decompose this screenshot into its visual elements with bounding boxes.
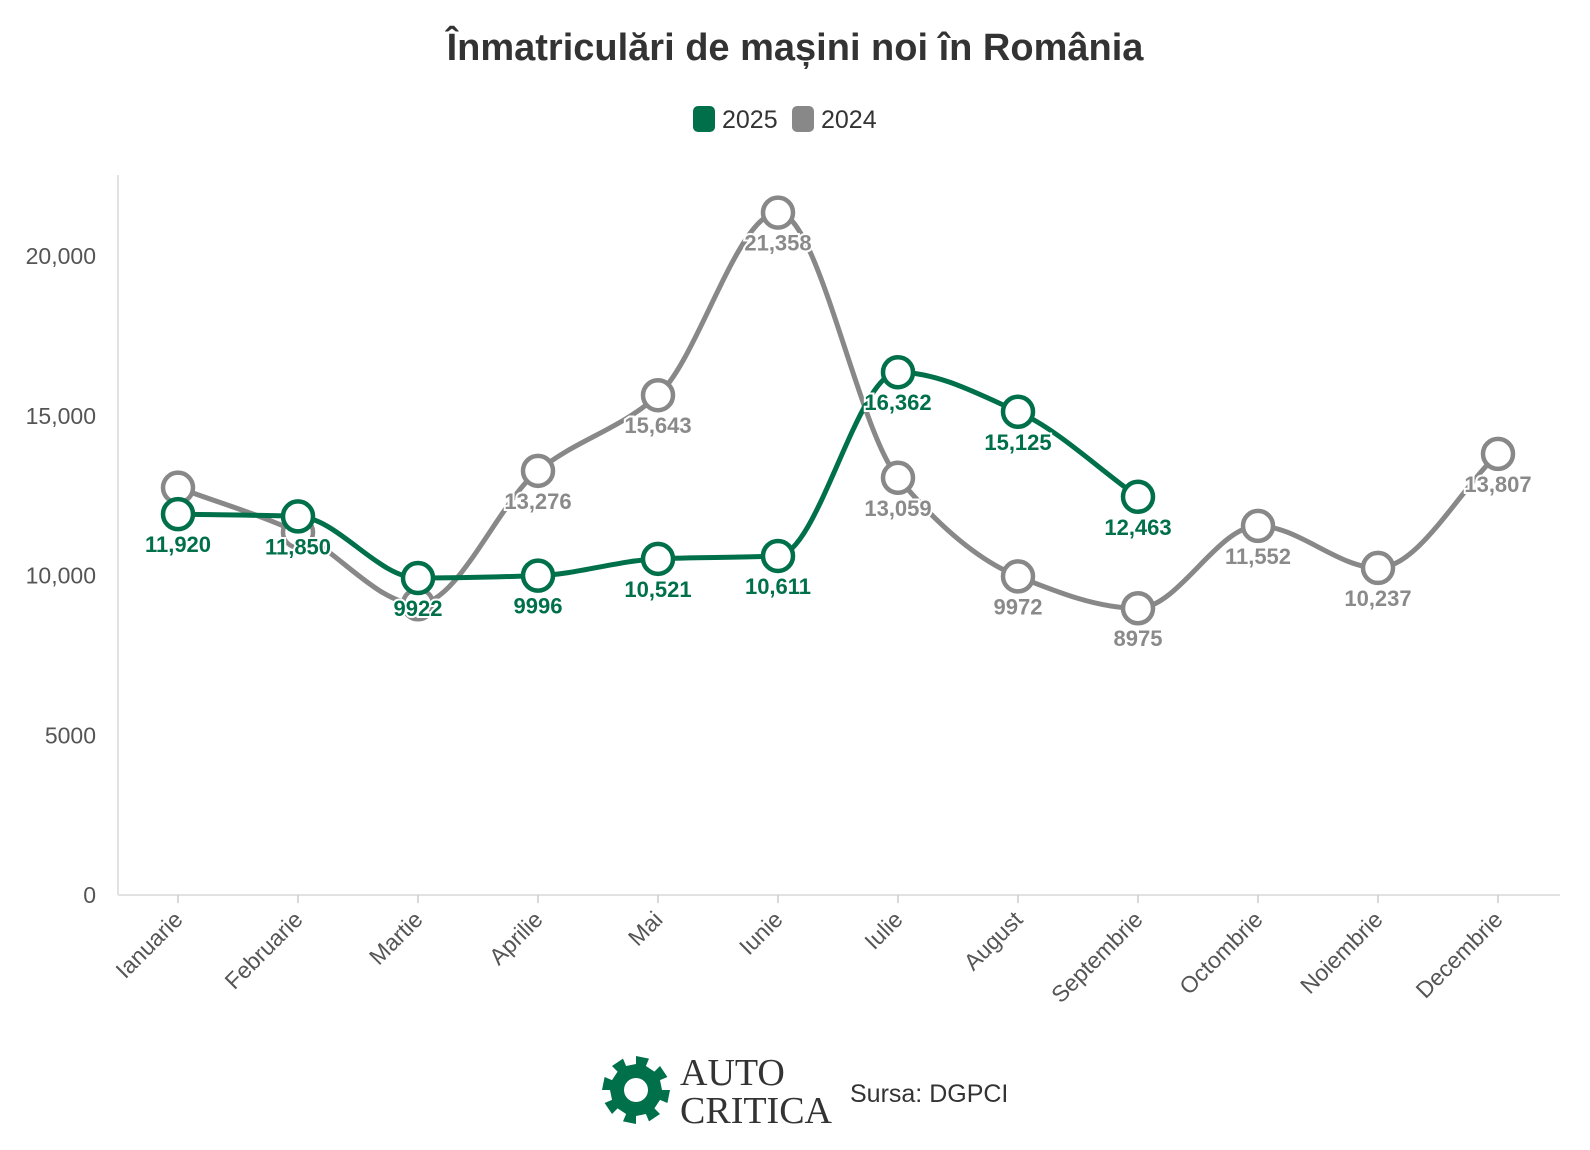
series-2025 [160,354,1156,596]
legend: 2025 2024 [693,106,877,134]
point-2024-octombrie [1240,508,1276,544]
series-line-2025 [175,369,1141,581]
gear-icon [602,1056,670,1124]
data-label-2025-septembrie: 12,463 [1104,515,1171,540]
y-tick-label: 10,000 [26,563,96,589]
point-2024-noiembrie [1360,550,1396,586]
data-label-2025-februarie: 11,850 [265,534,331,559]
point-2024-aprilie [520,453,556,489]
x-tick-label: Iulie [859,906,907,954]
x-tick-label: Octombrie [1174,906,1267,999]
series-line-2024 [175,210,1501,611]
point-2024-august [1000,559,1036,594]
point-2024-mai [640,377,676,413]
point-2025-ianuarie [160,496,196,532]
data-label-2025-august: 15,125 [984,430,1051,455]
legend-swatch-2025 [693,106,715,132]
point-2025-iunie [760,538,796,574]
y-tick-label: 15,000 [26,403,96,429]
data-label-2025-aprilie: 9996 [514,594,563,619]
point-2025-septembrie [1120,479,1156,515]
point-2025-august [1000,394,1036,430]
y-tick-label: 20,000 [26,243,96,269]
series-2024 [160,195,1516,626]
x-tick-label: August [959,906,1028,975]
data-labels: 13,276 15,643 21,358 13,059 9972 8975 11,552 10… [143,229,1534,654]
legend-label-2025: 2025 [722,106,778,134]
data-label-2025-iunie: 10,611 [745,574,811,599]
point-2025-mai [640,541,676,577]
brand-line1: AUTO [680,1052,785,1094]
point-2024-iulie [880,460,916,496]
x-tick-label: Ianuarie [110,906,187,983]
x-tick-label: Martie [364,906,428,970]
point-2025-aprilie [520,558,556,593]
x-tick-label: Aprilie [484,906,548,970]
point-2025-martie [400,560,436,596]
data-label-2025-iulie: 16,362 [864,390,931,415]
x-tick-label: Septembrie [1046,906,1148,1008]
data-label-2024-mai: 15,643 [624,413,691,438]
point-2025-iulie [880,354,916,390]
point-2024-iunie [760,195,796,230]
source-text: Sursa: DGPCI [850,1080,1008,1108]
x-tick-label: Iunie [734,906,788,960]
data-label-2025-martie: 9922 [394,596,443,621]
x-tick-label: Noiembrie [1295,906,1388,999]
point-2024-septembrie [1120,590,1156,626]
data-label-2025-ianuarie: 11,920 [145,532,211,557]
legend-item-2024[interactable]: 2024 [792,106,877,134]
y-tick-label: 5000 [45,722,96,748]
footer: AUTO CRITICA Sursa: DGPCI [602,1052,1008,1132]
data-label-2025-mai: 10,521 [624,577,691,602]
data-label-2024-aprilie: 13,276 [504,489,571,514]
series-layer [160,195,1516,626]
x-tick-label: Mai [623,906,668,951]
data-label-2024-iunie: 21,358 [744,231,811,256]
legend-label-2024: 2024 [821,106,877,134]
data-label-2024-iulie: 13,059 [864,496,931,521]
point-2024-decembrie [1480,436,1516,472]
data-label-2024-noiembrie: 10,237 [1344,586,1411,611]
chart-title: Înmatriculări de mașini noi în România [445,25,1145,69]
y-tick-label: 0 [83,882,96,908]
data-label-2024-decembrie: 13,807 [1464,472,1531,497]
data-label-2024-august: 9972 [994,594,1043,619]
data-label-2024-octombrie: 11,552 [1225,544,1291,569]
legend-item-2025[interactable]: 2025 [693,106,778,134]
brand-line2: CRITICA [680,1090,833,1132]
legend-swatch-2024 [792,106,814,132]
point-2025-februarie [280,499,316,534]
gear-hole [624,1078,648,1102]
data-label-2024-septembrie: 8975 [1114,626,1163,651]
x-tick-label: Decembrie [1411,906,1508,1003]
x-tick-label: Februarie [220,906,308,994]
